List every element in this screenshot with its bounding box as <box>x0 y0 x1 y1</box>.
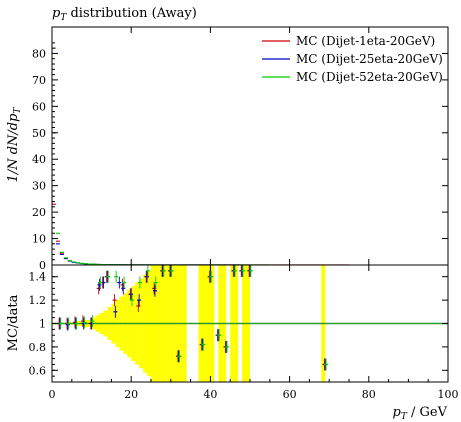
ratio-xlabel-base: p <box>393 405 402 420</box>
ratio-ylabel: MC/data <box>6 294 21 351</box>
chart-title: pT distribution (Away) <box>52 6 197 23</box>
ratio-xtick-label: 40 <box>203 388 217 401</box>
ratio-xtick-label: 80 <box>362 388 376 401</box>
main-ylabel-sub: T <box>13 107 23 114</box>
chart-title-rest: distribution (Away) <box>66 6 196 21</box>
legend-label-3: MC (Dijet-52eta-20GeV) <box>296 70 443 84</box>
ratio-ytick-label: 1.2 <box>29 294 47 307</box>
legend-label-2: MC (Dijet-25eta-20GeV) <box>296 52 443 66</box>
ratio-ytick-label: 0.6 <box>29 364 47 377</box>
main-ytick-label: 30 <box>32 180 46 193</box>
ratio-xtick-label: 60 <box>283 388 297 401</box>
main-ylabel-text: 1/N dN/dp <box>6 113 21 183</box>
chart-title-base: p <box>52 6 61 21</box>
ratio-xlabel: pT / GeV <box>393 405 448 422</box>
ratio-xtick-label: 100 <box>438 388 459 401</box>
main-ytick-label: 20 <box>32 206 46 219</box>
ratio-xlabel-rest: / GeV <box>407 405 448 420</box>
main-ytick-label: 10 <box>32 233 46 246</box>
ratio-marks <box>57 265 329 371</box>
main-ytick-label: 80 <box>32 47 46 60</box>
ratio-xtick-label: 20 <box>124 388 138 401</box>
legend: MC (Dijet-1eta-20GeV) MC (Dijet-25eta-20… <box>262 34 443 84</box>
chart-title-sub: T <box>60 13 67 23</box>
ratio-panel: 0.6 0.8 1 1.2 1.4 0 20 40 60 80 100 <box>29 264 459 401</box>
ratio-ytick-label: 1 <box>39 318 46 331</box>
main-ylabel: 1/N dN/dpT <box>6 107 23 183</box>
main-ytick-label: 70 <box>32 74 46 87</box>
ratio-xlabel-sub: T <box>401 412 408 422</box>
main-ytick-label: 60 <box>32 100 46 113</box>
main-ytick-label: 50 <box>32 127 46 140</box>
main-ytick-label: 0 <box>39 259 46 272</box>
ratio-xtick-label: 0 <box>49 388 56 401</box>
ratio-frame <box>51 264 449 383</box>
main-ytick-label: 40 <box>32 153 46 166</box>
legend-label-1: MC (Dijet-1eta-20GeV) <box>296 34 435 48</box>
ratio-ytick-label: 0.8 <box>29 341 47 354</box>
ratio-axes: 0.6 0.8 1 1.2 1.4 0 20 40 60 80 100 <box>29 265 459 401</box>
ratio-ytick-label: 1.4 <box>29 271 47 284</box>
